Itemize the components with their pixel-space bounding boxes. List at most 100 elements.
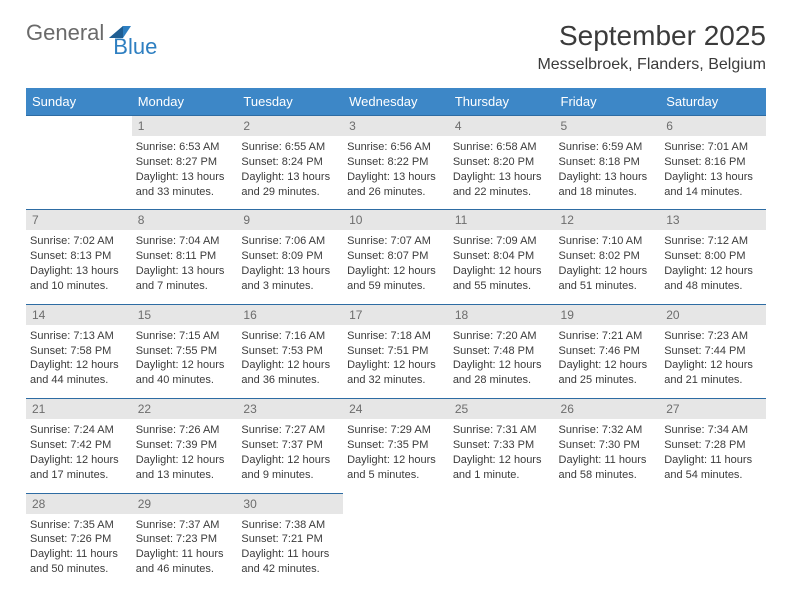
logo-word-2: Blue: [113, 34, 157, 60]
day-number: 25: [449, 399, 555, 420]
day-number: 17: [343, 304, 449, 325]
day-cell: Sunrise: 7:26 AMSunset: 7:39 PMDaylight:…: [132, 419, 238, 493]
week-row: Sunrise: 7:02 AMSunset: 8:13 PMDaylight:…: [26, 230, 766, 304]
sunset-text: Sunset: 8:09 PM: [241, 249, 339, 264]
daylight2-text: and 42 minutes.: [241, 562, 339, 577]
day-cell: Sunrise: 6:56 AMSunset: 8:22 PMDaylight:…: [343, 136, 449, 210]
sunrise-text: Sunrise: 7:32 AM: [559, 423, 657, 438]
daylight1-text: Daylight: 13 hours: [664, 170, 762, 185]
daylight2-text: and 28 minutes.: [453, 373, 551, 388]
daylight1-text: Daylight: 11 hours: [241, 547, 339, 562]
day-number: 9: [237, 210, 343, 231]
daylight2-text: and 32 minutes.: [347, 373, 445, 388]
daylight2-text: and 26 minutes.: [347, 185, 445, 200]
sunset-text: Sunset: 8:18 PM: [559, 155, 657, 170]
daylight2-text: and 17 minutes.: [30, 468, 128, 483]
daylight1-text: Daylight: 12 hours: [347, 358, 445, 373]
sunrise-text: Sunrise: 6:53 AM: [136, 140, 234, 155]
sunrise-text: Sunrise: 7:26 AM: [136, 423, 234, 438]
day-number: 22: [132, 399, 238, 420]
sunset-text: Sunset: 8:27 PM: [136, 155, 234, 170]
day-cell: Sunrise: 7:31 AMSunset: 7:33 PMDaylight:…: [449, 419, 555, 493]
daylight1-text: Daylight: 12 hours: [347, 264, 445, 279]
sunrise-text: Sunrise: 7:29 AM: [347, 423, 445, 438]
sunset-text: Sunset: 7:30 PM: [559, 438, 657, 453]
daylight1-text: Daylight: 13 hours: [241, 264, 339, 279]
daylight1-text: Daylight: 13 hours: [30, 264, 128, 279]
sunset-text: Sunset: 7:51 PM: [347, 344, 445, 359]
daylight1-text: Daylight: 12 hours: [136, 453, 234, 468]
sunset-text: Sunset: 8:02 PM: [559, 249, 657, 264]
day-cell: Sunrise: 7:18 AMSunset: 7:51 PMDaylight:…: [343, 325, 449, 399]
location-text: Messelbroek, Flanders, Belgium: [537, 56, 766, 74]
day-number: [26, 116, 132, 137]
sunrise-text: Sunrise: 6:59 AM: [559, 140, 657, 155]
sunset-text: Sunset: 7:53 PM: [241, 344, 339, 359]
daylight2-text: and 3 minutes.: [241, 279, 339, 294]
sunset-text: Sunset: 7:48 PM: [453, 344, 551, 359]
sunset-text: Sunset: 7:21 PM: [241, 532, 339, 547]
daylight2-text: and 29 minutes.: [241, 185, 339, 200]
week-row: Sunrise: 6:53 AMSunset: 8:27 PM Daylight:…: [26, 136, 766, 210]
daylight1-text: Daylight: 12 hours: [347, 453, 445, 468]
sunrise-text: Sunrise: 7:16 AM: [241, 329, 339, 344]
daylight1-text: Daylight: 13 hours: [347, 170, 445, 185]
sunrise-text: Sunrise: 7:21 AM: [559, 329, 657, 344]
day-number: 1: [132, 116, 238, 137]
sunrise-text: Sunrise: 7:23 AM: [664, 329, 762, 344]
day-cell: [449, 514, 555, 587]
sunset-text: Sunset: 7:55 PM: [136, 344, 234, 359]
day-number: 23: [237, 399, 343, 420]
day-number-row: 21222324252627: [26, 399, 766, 420]
daylight1-text: Daylight: 12 hours: [453, 264, 551, 279]
day-cell: Sunrise: 7:38 AMSunset: 7:21 PMDaylight:…: [237, 514, 343, 587]
sunset-text: Sunset: 8:00 PM: [664, 249, 762, 264]
day-cell: Sunrise: 6:53 AMSunset: 8:27 PMDaylight:…: [132, 136, 238, 210]
sunrise-text: Sunrise: 7:27 AM: [241, 423, 339, 438]
sunset-text: Sunset: 7:58 PM: [30, 344, 128, 359]
sunrise-text: Sunrise: 7:37 AM: [136, 518, 234, 533]
day-number: 4: [449, 116, 555, 137]
day-cell: Sunrise: 7:21 AMSunset: 7:46 PMDaylight:…: [555, 325, 661, 399]
sunrise-text: Sunrise: 7:04 AM: [136, 234, 234, 249]
week-row: Sunrise: 7:35 AMSunset: 7:26 PMDaylight:…: [26, 514, 766, 587]
day-cell: Sunrise: 7:23 AMSunset: 7:44 PMDaylight:…: [660, 325, 766, 399]
sunset-text: Sunset: 7:42 PM: [30, 438, 128, 453]
day-number: 16: [237, 304, 343, 325]
day-cell: Sunrise: 7:16 AMSunset: 7:53 PMDaylight:…: [237, 325, 343, 399]
daylight1-text: Daylight: 11 hours: [136, 547, 234, 562]
sunset-text: Sunset: 7:33 PM: [453, 438, 551, 453]
daylight1-text: Daylight: 12 hours: [453, 358, 551, 373]
sunrise-text: Sunrise: 7:13 AM: [30, 329, 128, 344]
sunrise-text: Sunrise: 7:07 AM: [347, 234, 445, 249]
day-header: Wednesday: [343, 88, 449, 116]
daylight2-text: and 25 minutes.: [559, 373, 657, 388]
day-number: [555, 493, 661, 514]
day-number: [343, 493, 449, 514]
sunrise-text: Sunrise: 7:24 AM: [30, 423, 128, 438]
day-header: Saturday: [660, 88, 766, 116]
day-header: Monday: [132, 88, 238, 116]
sunset-text: Sunset: 8:11 PM: [136, 249, 234, 264]
day-cell: Sunrise: 7:02 AMSunset: 8:13 PMDaylight:…: [26, 230, 132, 304]
sunset-text: Sunset: 8:13 PM: [30, 249, 128, 264]
day-cell: Sunrise: 6:55 AMSunset: 8:24 PMDaylight:…: [237, 136, 343, 210]
sunrise-text: Sunrise: 7:34 AM: [664, 423, 762, 438]
daylight2-text: and 1 minute.: [453, 468, 551, 483]
logo: General Blue: [26, 20, 157, 46]
sunset-text: Sunset: 8:24 PM: [241, 155, 339, 170]
sunrise-text: Sunrise: 7:31 AM: [453, 423, 551, 438]
day-cell: Sunrise: 7:15 AMSunset: 7:55 PMDaylight:…: [132, 325, 238, 399]
day-cell: Sunrise: 7:04 AMSunset: 8:11 PMDaylight:…: [132, 230, 238, 304]
day-number-row: 14151617181920: [26, 304, 766, 325]
sunrise-text: Sunrise: 7:09 AM: [453, 234, 551, 249]
sunset-text: Sunset: 7:46 PM: [559, 344, 657, 359]
day-number: 6: [660, 116, 766, 137]
day-cell: Sunrise: 7:20 AMSunset: 7:48 PMDaylight:…: [449, 325, 555, 399]
sunrise-text: Sunrise: 7:35 AM: [30, 518, 128, 533]
day-number: 13: [660, 210, 766, 231]
daylight1-text: Daylight: 11 hours: [664, 453, 762, 468]
day-number: 5: [555, 116, 661, 137]
calendar-table: Sunday Monday Tuesday Wednesday Thursday…: [26, 88, 766, 587]
day-number: 19: [555, 304, 661, 325]
